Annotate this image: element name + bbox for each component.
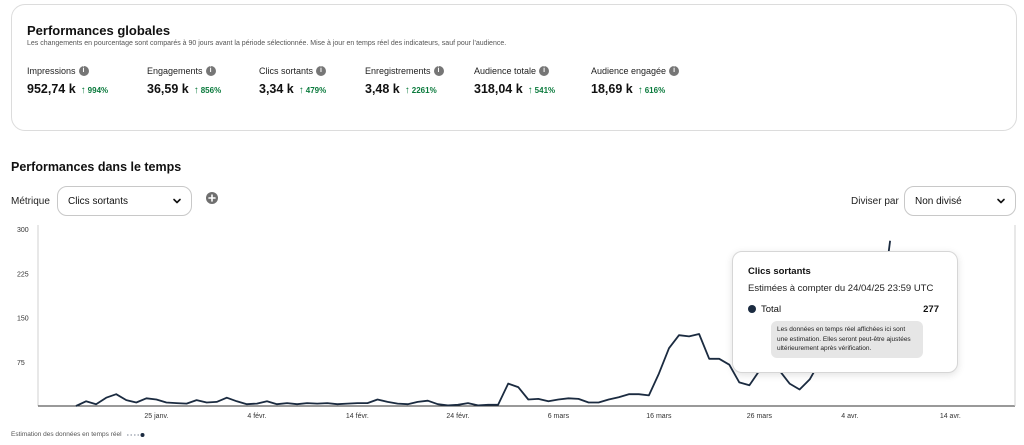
metric-engaged-audience: Audience engagée i 18,69 k ↑ 616% <box>591 66 680 96</box>
metric-label: Audience totale <box>474 66 537 76</box>
timeline-chart[interactable]: 300 225 150 75 25 janv. 4 févr. 14 févr. 24 fév… <box>0 222 1024 422</box>
x-tick-label: 4 avr. <box>841 413 858 420</box>
x-tick-label: 16 mars <box>646 413 672 420</box>
y-tick-label: 225 <box>17 271 29 278</box>
x-tick-label: 4 févr. <box>247 413 266 420</box>
metric-value: 318,04 k <box>474 82 523 96</box>
metric-value: 3,48 k <box>365 82 400 96</box>
tooltip-total-label: Total <box>761 304 782 315</box>
metric-change: 616% <box>644 86 666 95</box>
info-icon[interactable]: i <box>669 66 680 76</box>
x-tick-label: 6 mars <box>548 413 570 420</box>
arrow-up-icon: ↑ <box>193 85 199 96</box>
x-tick-label: 14 févr. <box>346 413 369 420</box>
x-tick-label: 24 févr. <box>446 413 469 420</box>
chevron-down-icon <box>997 198 1005 204</box>
overview-subtitle: Les changements en pourcentage sont comp… <box>27 40 507 47</box>
tooltip-note: Les données en temps réel affichées ici … <box>771 321 923 358</box>
tooltip-total-value: 277 <box>923 304 939 315</box>
metric-select-label: Métrique <box>11 196 50 207</box>
timeline-title: Performances dans le temps <box>11 160 182 174</box>
realtime-estimate-legend: Estimation des données en temps réel <box>11 431 146 438</box>
x-tick-label: 26 mars <box>747 413 773 420</box>
legend-label: Estimation des données en temps réel <box>11 431 122 438</box>
metric-value: 3,34 k <box>259 82 294 96</box>
y-tick-label: 300 <box>17 227 29 234</box>
metric-select-value: Clics sortants <box>68 195 129 207</box>
metric-value: 36,59 k <box>147 82 189 96</box>
series-dot-icon <box>748 305 756 313</box>
metric-label: Enregistrements <box>365 66 431 76</box>
split-select[interactable]: Non divisé <box>904 186 1016 216</box>
x-tick-label: 14 avr. <box>940 413 961 420</box>
metric-value: 952,74 k <box>27 82 76 96</box>
metric-label: Impressions <box>27 66 76 76</box>
add-circle-icon[interactable] <box>206 192 218 204</box>
metric-label: Audience engagée <box>591 66 667 76</box>
info-icon[interactable]: i <box>433 66 444 76</box>
split-select-label: Diviser par <box>851 196 899 207</box>
metric-change: 479% <box>305 86 327 95</box>
metric-engagements: Engagements i 36,59 k ↑ 856% <box>147 66 221 96</box>
chart-tooltip: Clics sortants Estimées à compter du 24/… <box>732 251 958 373</box>
info-icon[interactable]: i <box>539 66 550 76</box>
metric-saves: Enregistrements i 3,48 k ↑ 2261% <box>365 66 444 96</box>
arrow-up-icon: ↑ <box>298 85 304 96</box>
info-icon[interactable]: i <box>205 66 216 76</box>
metric-select[interactable]: Clics sortants <box>57 186 192 216</box>
overview-title: Performances globales <box>27 23 171 38</box>
metric-change: 856% <box>200 86 222 95</box>
y-tick-label: 75 <box>17 360 25 367</box>
arrow-up-icon: ↑ <box>80 85 86 96</box>
info-icon[interactable]: i <box>316 66 327 76</box>
arrow-up-icon: ↑ <box>527 85 533 96</box>
metric-change: 2261% <box>411 86 437 95</box>
arrow-up-icon: ↑ <box>637 85 643 96</box>
arrow-up-icon: ↑ <box>404 85 410 96</box>
metric-label: Clics sortants <box>259 66 314 76</box>
metric-change: 541% <box>534 86 556 95</box>
tooltip-title: Clics sortants <box>748 266 811 277</box>
metric-outbound-clicks: Clics sortants i 3,34 k ↑ 479% <box>259 66 326 96</box>
dotted-line-icon <box>126 432 145 437</box>
info-icon[interactable]: i <box>78 66 89 76</box>
y-tick-label: 150 <box>17 316 29 323</box>
x-tick-label: 25 janv. <box>144 413 168 420</box>
split-select-value: Non divisé <box>915 195 962 207</box>
series-line-clics-sortants <box>75 240 891 407</box>
metric-total-audience: Audience totale i 318,04 k ↑ 541% <box>474 66 555 96</box>
overview-card: Performances globales Les changements en… <box>11 4 1017 131</box>
metric-label: Engagements <box>147 66 203 76</box>
metric-value: 18,69 k <box>591 82 633 96</box>
metric-impressions: Impressions i 952,74 k ↑ 994% <box>27 66 108 96</box>
metric-change: 994% <box>87 86 109 95</box>
tooltip-subtitle: Estimées à compter du 24/04/25 23:59 UTC <box>748 283 934 294</box>
chevron-down-icon <box>173 198 181 204</box>
